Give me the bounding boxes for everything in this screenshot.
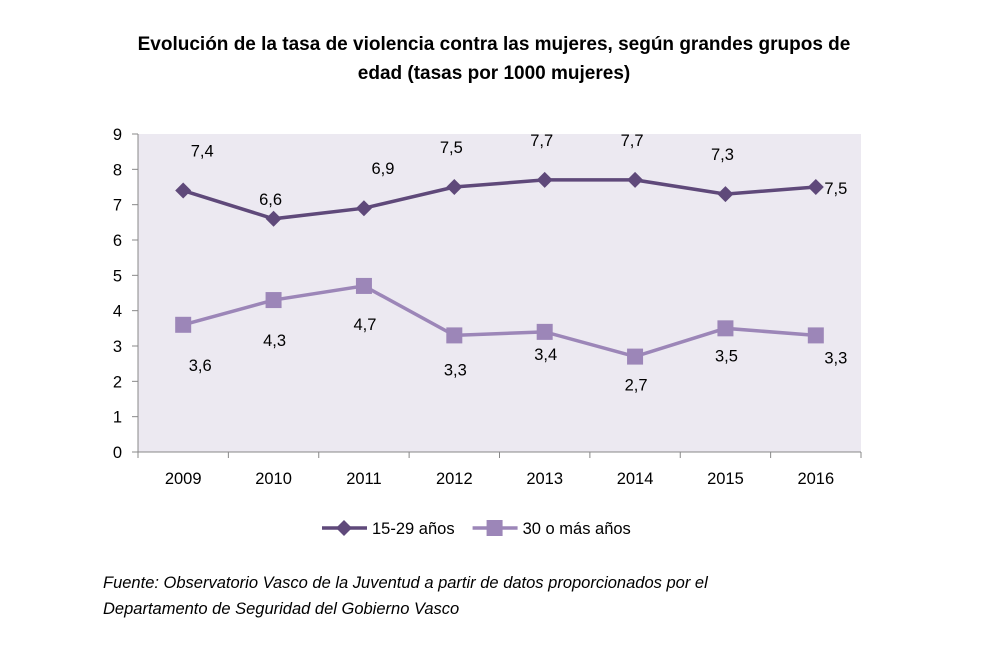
x-tick-label: 2009 [165, 470, 202, 488]
data-label: 6,9 [371, 160, 394, 178]
legend-label: 30 o más años [523, 520, 631, 538]
data-label: 3,6 [189, 357, 212, 375]
y-tick-label: 6 [113, 232, 122, 250]
data-label: 7,5 [824, 180, 847, 198]
data-point [175, 182, 192, 199]
x-tick-label: 2016 [797, 470, 834, 488]
x-tick-label: 2011 [346, 470, 381, 488]
data-point [355, 277, 372, 294]
title-line-2: edad (tasas por 1000 mujeres) [357, 63, 631, 84]
title-line-1: Evolución de la tasa de violencia contra… [137, 34, 851, 55]
source-line-2: Departamento de Seguridad del Gobierno V… [103, 600, 460, 618]
x-tick-label: 2010 [255, 470, 292, 488]
plot-area [138, 134, 861, 452]
data-point [446, 327, 463, 344]
series-line [182, 284, 816, 359]
y-tick-label: 5 [113, 267, 122, 285]
data-label: 7,3 [711, 146, 734, 164]
data-label: 3,4 [534, 346, 557, 364]
data-point [807, 327, 824, 344]
series-line [182, 178, 816, 221]
data-label: 2,7 [625, 377, 648, 395]
source-line-1: Fuente: Observatorio Vasco de la Juventu… [103, 574, 708, 592]
data-label: 3,5 [715, 347, 738, 365]
data-point [807, 179, 824, 195]
data-label: 3,3 [824, 349, 847, 367]
legend-marker [486, 520, 503, 536]
data-point [536, 323, 553, 340]
data-label: 4,3 [263, 332, 286, 350]
data-point [265, 210, 282, 227]
data-label: 6,6 [259, 191, 282, 209]
legend-label: 15-29 años [372, 520, 455, 538]
data-point [627, 348, 644, 365]
data-label: 7,7 [621, 132, 644, 150]
data-point [175, 316, 192, 333]
data-label: 4,7 [353, 316, 376, 334]
y-tick-label: 1 [113, 409, 122, 427]
data-point [355, 200, 372, 217]
data-point [717, 186, 734, 203]
chart-title: Evolución de la tasa de violencia contra… [0, 30, 988, 88]
data-point [717, 320, 734, 337]
x-tick-label: 2013 [526, 470, 563, 488]
x-tick-label: 2015 [707, 470, 744, 488]
data-label: 3,3 [444, 361, 467, 379]
data-point [446, 179, 463, 195]
x-tick-label: 2012 [436, 470, 473, 488]
y-tick-label: 9 [113, 126, 122, 144]
source-note: Fuente: Observatorio Vasco de la Juventu… [103, 570, 708, 622]
x-tick-label: 2014 [617, 470, 654, 488]
y-tick-label: 3 [113, 338, 122, 356]
data-label: 7,7 [530, 132, 553, 150]
y-tick-label: 2 [113, 373, 122, 391]
y-tick-label: 4 [113, 303, 122, 321]
data-point [265, 292, 282, 309]
data-label: 7,5 [440, 139, 463, 157]
y-tick-label: 7 [113, 197, 122, 215]
legend-marker [336, 520, 352, 536]
y-tick-label: 0 [113, 444, 122, 462]
y-tick-label: 8 [113, 161, 122, 179]
data-label: 7,4 [191, 143, 214, 161]
data-point [536, 171, 553, 188]
data-point [627, 171, 644, 188]
